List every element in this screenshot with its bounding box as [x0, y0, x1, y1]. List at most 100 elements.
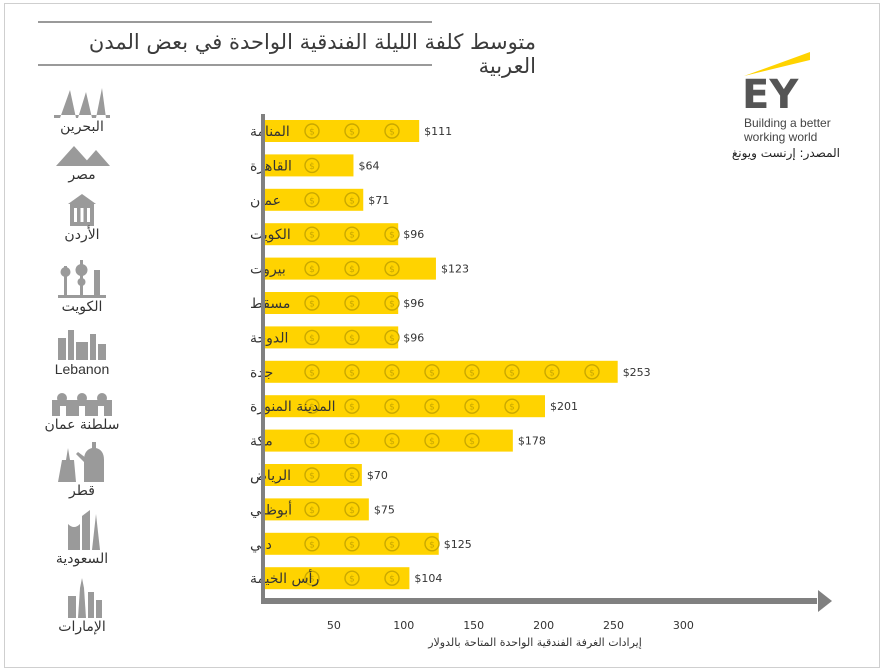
bar: [264, 429, 513, 452]
bar-row: $ $ $ $96 الدوحة: [250, 326, 424, 349]
kuwait-towers-icon: [58, 260, 106, 298]
x-tick-label: 100: [393, 619, 414, 632]
category-label: أبوظبي: [250, 500, 292, 518]
coin-symbol: $: [389, 334, 395, 344]
coin-icon: [344, 432, 360, 449]
coin-icon: [304, 536, 320, 552]
x-axis-line: [261, 598, 817, 604]
bar-row: $ $ $ $104 رأس الخيمة: [250, 567, 442, 590]
coin-icon: [344, 364, 360, 380]
bar-value-label: $96: [403, 331, 424, 344]
coin-icon: [344, 226, 360, 242]
coin-icon: [344, 398, 360, 414]
category-label: رأس الخيمة: [250, 569, 319, 587]
x-axis-arrow-icon: [818, 590, 832, 612]
country-uae: الإمارات: [36, 578, 128, 635]
coin-symbol: $: [309, 437, 315, 447]
uae-burj-icon: [68, 578, 102, 618]
title-bottom-rule: [38, 64, 432, 66]
y-axis-line: [261, 114, 265, 604]
x-tick-label: 200: [533, 619, 554, 632]
coin-symbol: $: [389, 575, 395, 585]
country-label: البحرين: [60, 119, 104, 135]
coin-icon: [344, 536, 360, 552]
coin-icon: [344, 260, 360, 277]
saudi-kingdom-tower-icon: [68, 510, 100, 550]
coin-symbol: $: [469, 403, 475, 413]
coin-symbol: $: [309, 403, 315, 413]
source-note: المصدر: إرنست ويونغ: [731, 146, 840, 160]
category-label: الكويت: [250, 227, 291, 243]
coin-symbol: $: [469, 437, 475, 447]
coin-symbol: $: [349, 128, 355, 138]
category-label: المدينة المنورة: [250, 399, 335, 415]
coin-symbol: $: [389, 403, 395, 413]
coin-icon: [344, 501, 360, 518]
coin-symbol: $: [309, 575, 315, 585]
ey-tagline-line1: Building a better: [744, 116, 831, 130]
coin-symbol: $: [309, 300, 315, 310]
egypt-pyramids-icon: [56, 146, 110, 166]
bar-row: $ $ $75 أبوظبي: [250, 498, 395, 521]
coin-symbol: $: [429, 540, 435, 550]
ey-logo: EY: [740, 52, 820, 118]
coin-symbol: $: [389, 265, 395, 275]
coin-symbol: $: [549, 368, 555, 378]
coin-symbol: $: [389, 368, 395, 378]
x-tick-label: 50: [327, 619, 341, 632]
bar: [264, 567, 410, 590]
country-label: Lebanon: [54, 361, 110, 377]
coin-icon: [304, 364, 320, 380]
coin-symbol: $: [349, 300, 355, 310]
country-label: مصر: [68, 167, 96, 183]
coin-icon: [304, 398, 320, 414]
coin-symbol: $: [349, 196, 355, 206]
coin-icon: [344, 192, 360, 208]
coin-icon: [424, 398, 440, 414]
category-label: بيروت: [250, 262, 286, 278]
coin-symbol: $: [309, 265, 315, 275]
bar-value-label: $111: [424, 125, 452, 138]
coin-icon: [344, 329, 360, 346]
coin-icon: [384, 398, 400, 414]
chart-title: متوسط كلفة الليلة الفندقية الواحدة في بع…: [88, 30, 536, 78]
country-qatar: قطر: [36, 440, 128, 499]
country-label: الأردن: [64, 227, 100, 243]
coin-icon: [304, 432, 320, 449]
bar: [264, 223, 399, 246]
bar-row: $ $ $ $ $125 دبي: [250, 532, 472, 555]
coin-icon: [304, 226, 320, 242]
coin-symbol: $: [349, 368, 355, 378]
bar-row: $ $ $70 الرياض: [250, 464, 388, 486]
coin-icon: [384, 123, 400, 139]
country-oman: سلطنة عمان: [36, 392, 128, 433]
coin-symbol: $: [309, 506, 315, 516]
coin-symbol: $: [349, 231, 355, 241]
coin-symbol: $: [589, 368, 595, 378]
x-tick-label: 150: [463, 619, 484, 632]
bar-value-label: $64: [358, 159, 379, 172]
ey-logo-text: EY: [742, 72, 799, 112]
category-label: عمان: [250, 193, 281, 209]
bar-value-label: $75: [374, 503, 395, 516]
bar-value-label: $125: [444, 538, 472, 551]
coin-icon: [464, 432, 480, 449]
country-label: سلطنة عمان: [44, 417, 120, 433]
lebanon-skyline-icon: [58, 330, 106, 360]
bar-value-label: $201: [550, 400, 578, 413]
bar-value-label: $123: [441, 263, 469, 276]
country-label: الإمارات: [58, 619, 106, 635]
bar: [264, 188, 364, 211]
coin-icon: [304, 501, 320, 518]
coin-symbol: $: [429, 403, 435, 413]
coin-icon: [544, 364, 560, 380]
coin-symbol: $: [349, 334, 355, 344]
coin-symbol: $: [509, 403, 515, 413]
country-egypt: مصر: [36, 140, 128, 183]
ey-tagline: Building a better working world: [744, 116, 831, 144]
coin-symbol: $: [309, 231, 315, 241]
bar-value-label: $96: [403, 228, 424, 241]
coin-symbol: $: [349, 575, 355, 585]
bar: [264, 326, 399, 349]
coin-icon: [384, 570, 400, 586]
